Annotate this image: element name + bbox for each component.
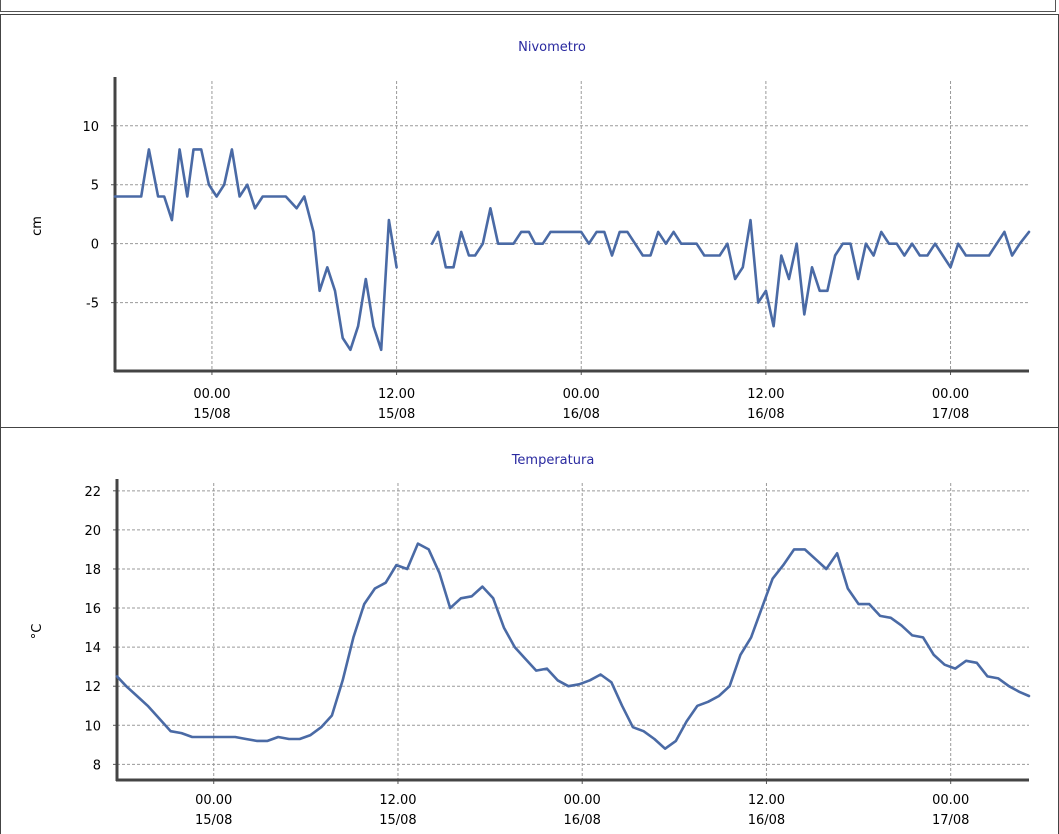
y-tick-label: 8 (93, 758, 101, 773)
x-tick-label-time: 00.00 (195, 793, 232, 808)
y-tick-label: 18 (84, 563, 101, 578)
y-tick-label: 20 (84, 524, 101, 539)
x-tick-label-date: 17/08 (932, 407, 969, 422)
nivometro-chart: Nivometro cm 10 5 0 -5 00.00 15/08 12.00 15/08 00.… (30, 40, 1031, 422)
x-tick-label-date: 16/08 (563, 813, 600, 828)
y-axis-label: °C (30, 624, 45, 640)
y-tick-label: 14 (84, 641, 101, 656)
series-line-segment-1 (430, 207, 1031, 328)
chart-title: Nivometro (518, 40, 586, 55)
nivometro-chart-panel: Nivometro cm 10 5 0 -5 00.00 15/08 12.00 15/08 00.… (0, 14, 1059, 428)
y-tick-label: 5 (91, 179, 99, 194)
y-tick-label: -5 (86, 297, 99, 312)
top-strip (0, 0, 1056, 12)
series-line-segment-0 (113, 148, 398, 352)
y-axis-label: cm (30, 216, 45, 236)
y-tick-label: 0 (91, 238, 99, 253)
y-tick-label: 12 (84, 680, 101, 695)
x-tick-label-date: 15/08 (379, 813, 416, 828)
y-tick-label: 10 (84, 719, 101, 734)
temperatura-chart-panel: Temperatura °C 22 20 18 16 14 12 10 8 00.00 15/08 12… (0, 427, 1059, 834)
y-tick-label: 16 (84, 602, 101, 617)
x-tick-label-time: 12.00 (378, 387, 415, 402)
temperatura-chart: Temperatura °C 22 20 18 16 14 12 10 8 00.00 15/08 12… (30, 453, 1031, 828)
x-tick-label-time: 12.00 (747, 387, 784, 402)
x-tick-label-date: 16/08 (748, 813, 785, 828)
x-tick-label-date: 15/08 (195, 813, 232, 828)
x-tick-label-time: 00.00 (564, 793, 601, 808)
y-tick-label: 22 (84, 485, 101, 500)
series-line-segment-0 (115, 542, 1031, 750)
x-tick-label-time: 00.00 (932, 793, 969, 808)
x-tick-label-date: 17/08 (932, 813, 969, 828)
x-tick-label-time: 00.00 (932, 387, 969, 402)
x-tick-label-date: 16/08 (562, 407, 599, 422)
x-tick-label-time: 12.00 (748, 793, 785, 808)
chart-title: Temperatura (511, 453, 595, 468)
y-tick-label: 10 (82, 120, 99, 135)
x-tick-label-date: 15/08 (193, 407, 230, 422)
x-tick-label-time: 00.00 (563, 387, 600, 402)
x-tick-label-time: 00.00 (193, 387, 230, 402)
x-tick-label-date: 16/08 (747, 407, 784, 422)
x-tick-label-date: 15/08 (378, 407, 415, 422)
x-tick-label-time: 12.00 (379, 793, 416, 808)
